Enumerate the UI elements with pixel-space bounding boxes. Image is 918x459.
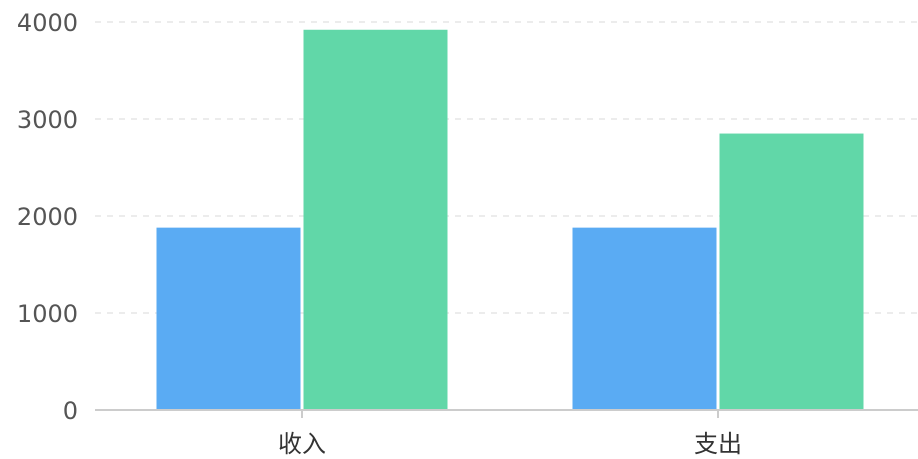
y-tick-label-0: 0 bbox=[63, 397, 78, 425]
bar-series-2-1 bbox=[303, 29, 448, 410]
y-tick-label-4000: 4000 bbox=[17, 9, 78, 37]
x-category-label-2: 支出 bbox=[694, 430, 742, 458]
axis-layer bbox=[95, 409, 918, 418]
x-category-label-1: 收入 bbox=[278, 430, 326, 458]
y-tick-label-1000: 1000 bbox=[17, 300, 78, 328]
bar-series-1-1 bbox=[156, 227, 301, 410]
labels-layer: 0 1000 2000 3000 4000 收入 支出 bbox=[17, 9, 742, 458]
y-tick-label-3000: 3000 bbox=[17, 106, 78, 134]
y-tick-label-2000: 2000 bbox=[17, 203, 78, 231]
bar-series-2-2 bbox=[719, 133, 864, 411]
bar-series-1-2 bbox=[572, 227, 717, 410]
bars-layer bbox=[156, 29, 864, 411]
